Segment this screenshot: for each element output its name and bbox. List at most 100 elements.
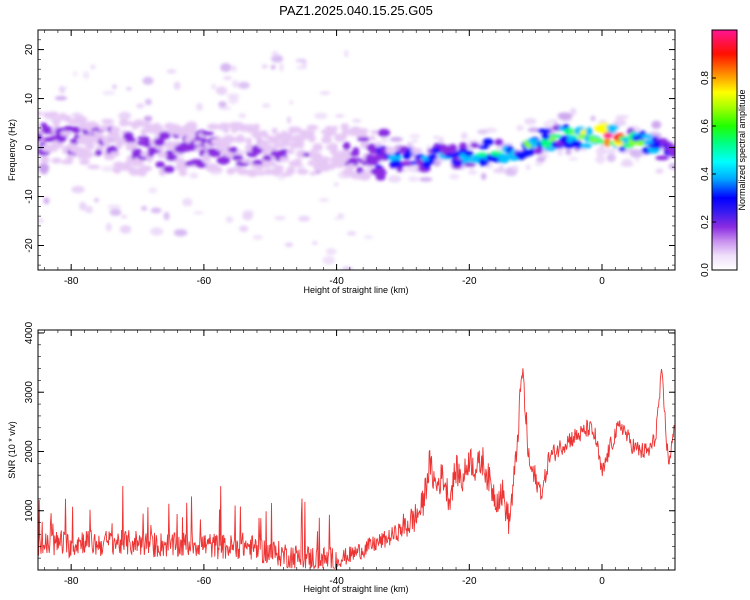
noise-blob (493, 168, 507, 174)
x-tick-label: 0 (599, 576, 605, 587)
noise-blob (407, 176, 419, 182)
ridge-blob (80, 151, 93, 159)
noise-blob (218, 101, 227, 108)
ridge-blob (38, 111, 43, 116)
ridge-blob (603, 132, 613, 139)
noise-blob (298, 215, 311, 222)
noise-blob (333, 216, 345, 220)
ridge-blob (669, 153, 675, 158)
snr-x-axis-label: Height of straight line (km) (303, 584, 408, 594)
ridge-blob (478, 144, 490, 150)
ridge-blob (230, 146, 237, 154)
noise-blob (150, 227, 164, 236)
noise-blob (242, 209, 254, 217)
snr-frame (37, 329, 676, 571)
ridge-blob (165, 150, 175, 155)
ridge-blob (56, 135, 67, 143)
noise-blob (58, 85, 64, 92)
noise-blob (94, 197, 99, 203)
ridge-blob (258, 130, 269, 138)
noise-blob (314, 169, 322, 175)
ridge-blob (202, 157, 211, 163)
noise-blob (226, 93, 240, 99)
ridge-blob (153, 122, 161, 130)
noise-blob (449, 174, 460, 180)
noise-blob (211, 83, 217, 90)
ridge-blob (298, 140, 305, 149)
noise-blob (516, 125, 524, 131)
noise-blob (335, 114, 345, 118)
colorbar: 0.0 0.2 0.4 0.6 0.8 Normalized spectral ampl… (700, 29, 747, 277)
noise-blob (279, 63, 284, 72)
noise-blob (141, 205, 148, 211)
noise-blob (196, 102, 203, 111)
noise-blob (389, 137, 403, 142)
noise-blob (142, 76, 154, 85)
noise-blob (341, 266, 353, 270)
ridge-blob (219, 122, 230, 128)
ridge-blob (128, 142, 138, 150)
noise-blob (352, 118, 362, 123)
noise-blob (271, 50, 279, 58)
noise-blob (615, 120, 625, 125)
noise-blob (62, 86, 68, 90)
ridge-blob (287, 126, 302, 133)
ridge-blob (64, 159, 74, 165)
noise-blob (333, 182, 339, 187)
noise-blob (107, 204, 122, 210)
x-tick-label: -20 (462, 576, 477, 587)
y-tick-label: -20 (24, 238, 35, 253)
ridge-blob (394, 151, 402, 157)
noise-blob (411, 139, 419, 143)
colorbar-gradient (712, 30, 737, 270)
ridge-blob (193, 140, 202, 146)
ridge-blob (340, 123, 350, 131)
ridge-blob (70, 126, 82, 134)
ridge-blob (543, 147, 557, 152)
ridge-blob (534, 147, 543, 155)
ridge-blob (271, 127, 278, 134)
spectrogram-panel: -80 -60 -40 -20 0 -20 -10 0 10 20 Height of strai… (7, 29, 676, 295)
noise-blob (284, 242, 294, 248)
noise-blob (143, 115, 153, 122)
noise-blob (603, 148, 617, 154)
ridge-blob (302, 130, 316, 135)
noise-blob (511, 165, 519, 172)
noise-blob (83, 71, 90, 80)
ridge-blob (73, 115, 88, 124)
ridge-blob (537, 128, 552, 134)
ridge-blob (296, 168, 309, 175)
noise-blob (668, 162, 675, 170)
spectrogram-frame (37, 29, 676, 271)
ridge-blob (137, 136, 150, 141)
ridge-blob (410, 160, 418, 165)
ridge-blob (163, 165, 175, 173)
colorbar-label: Normalized spectral amplitude (737, 89, 747, 210)
ridge-blob (375, 173, 386, 181)
spectrogram-y-axis-label: Frequency (Hz) (7, 119, 17, 181)
noise-blob (524, 118, 537, 125)
noise-blob (534, 161, 544, 167)
ridge-blob (309, 171, 316, 176)
snr-panel: -80 -60 -40 -20 0 1000 2000 3000 4000 Height of … (7, 321, 676, 594)
noise-blob (173, 81, 181, 91)
ridge-blob (155, 161, 165, 168)
snr-ticks: -80 -60 -40 -20 0 1000 2000 3000 4000 (24, 321, 675, 587)
ridge-blob (410, 148, 423, 154)
noise-blob (39, 165, 49, 175)
snr-y-axis-label: SNR (10 * v/v) (7, 421, 17, 479)
noise-blob (84, 205, 94, 214)
noise-blob (182, 197, 193, 207)
colorbar-ticks: 0.0 0.2 0.4 0.6 0.8 (700, 71, 716, 277)
ridge-blob (51, 118, 61, 125)
ridge-blob (541, 132, 550, 140)
noise-blob (525, 164, 531, 171)
ridge-blob (287, 148, 295, 155)
noise-blob (261, 64, 268, 69)
noise-blob (90, 64, 96, 70)
snr-series-line (38, 368, 675, 570)
noise-blob (337, 213, 344, 218)
noise-blob (54, 96, 68, 101)
noise-blob (569, 107, 577, 116)
